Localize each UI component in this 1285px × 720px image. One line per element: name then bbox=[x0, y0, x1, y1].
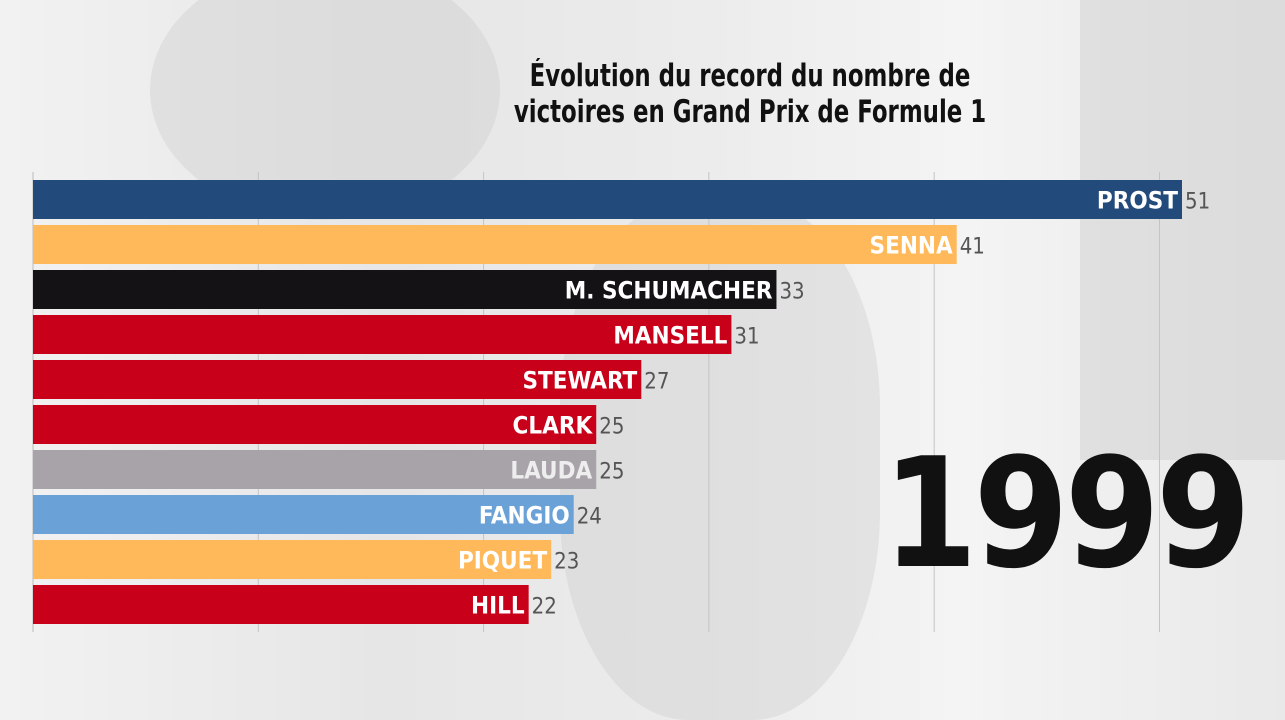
year-label: 1999 bbox=[882, 425, 1251, 602]
bar bbox=[33, 270, 777, 309]
bar-label: SENNA bbox=[870, 232, 953, 260]
value-label: 25 bbox=[599, 460, 624, 485]
bar-label: HILL bbox=[471, 592, 525, 620]
bar bbox=[33, 450, 597, 489]
bar-label: MANSELL bbox=[613, 322, 727, 350]
value-label: 33 bbox=[779, 280, 804, 305]
bar bbox=[33, 405, 597, 444]
bar-label: FANGIO bbox=[479, 502, 570, 530]
value-label: 51 bbox=[1185, 190, 1210, 215]
value-label: 25 bbox=[599, 415, 624, 440]
value-label: 27 bbox=[644, 370, 669, 395]
bar bbox=[33, 540, 552, 579]
chart-title: Évolution du record du nombre de victoir… bbox=[463, 58, 1037, 130]
value-label: 31 bbox=[734, 325, 759, 350]
bar bbox=[33, 360, 642, 399]
background-photo-sign bbox=[1080, 0, 1285, 460]
bar-label: PIQUET bbox=[458, 547, 547, 575]
bar bbox=[33, 585, 529, 624]
value-label: 23 bbox=[554, 550, 579, 575]
bar-label: CLARK bbox=[513, 412, 594, 440]
bar-label: M. SCHUMACHER bbox=[565, 277, 773, 305]
bar-label: STEWART bbox=[523, 367, 638, 395]
bar bbox=[33, 495, 574, 534]
bar bbox=[33, 315, 732, 354]
title-line-2: victoires en Grand Prix de Formule 1 bbox=[513, 94, 987, 130]
value-label: 41 bbox=[960, 235, 985, 260]
title-line-1: Évolution du record du nombre de bbox=[529, 58, 971, 94]
value-label: 22 bbox=[532, 595, 557, 620]
value-label: 24 bbox=[577, 505, 602, 530]
bar bbox=[33, 225, 957, 264]
bar-label: PROST bbox=[1097, 187, 1178, 215]
bar bbox=[33, 180, 1182, 219]
bar-label: LAUDA bbox=[510, 457, 592, 485]
